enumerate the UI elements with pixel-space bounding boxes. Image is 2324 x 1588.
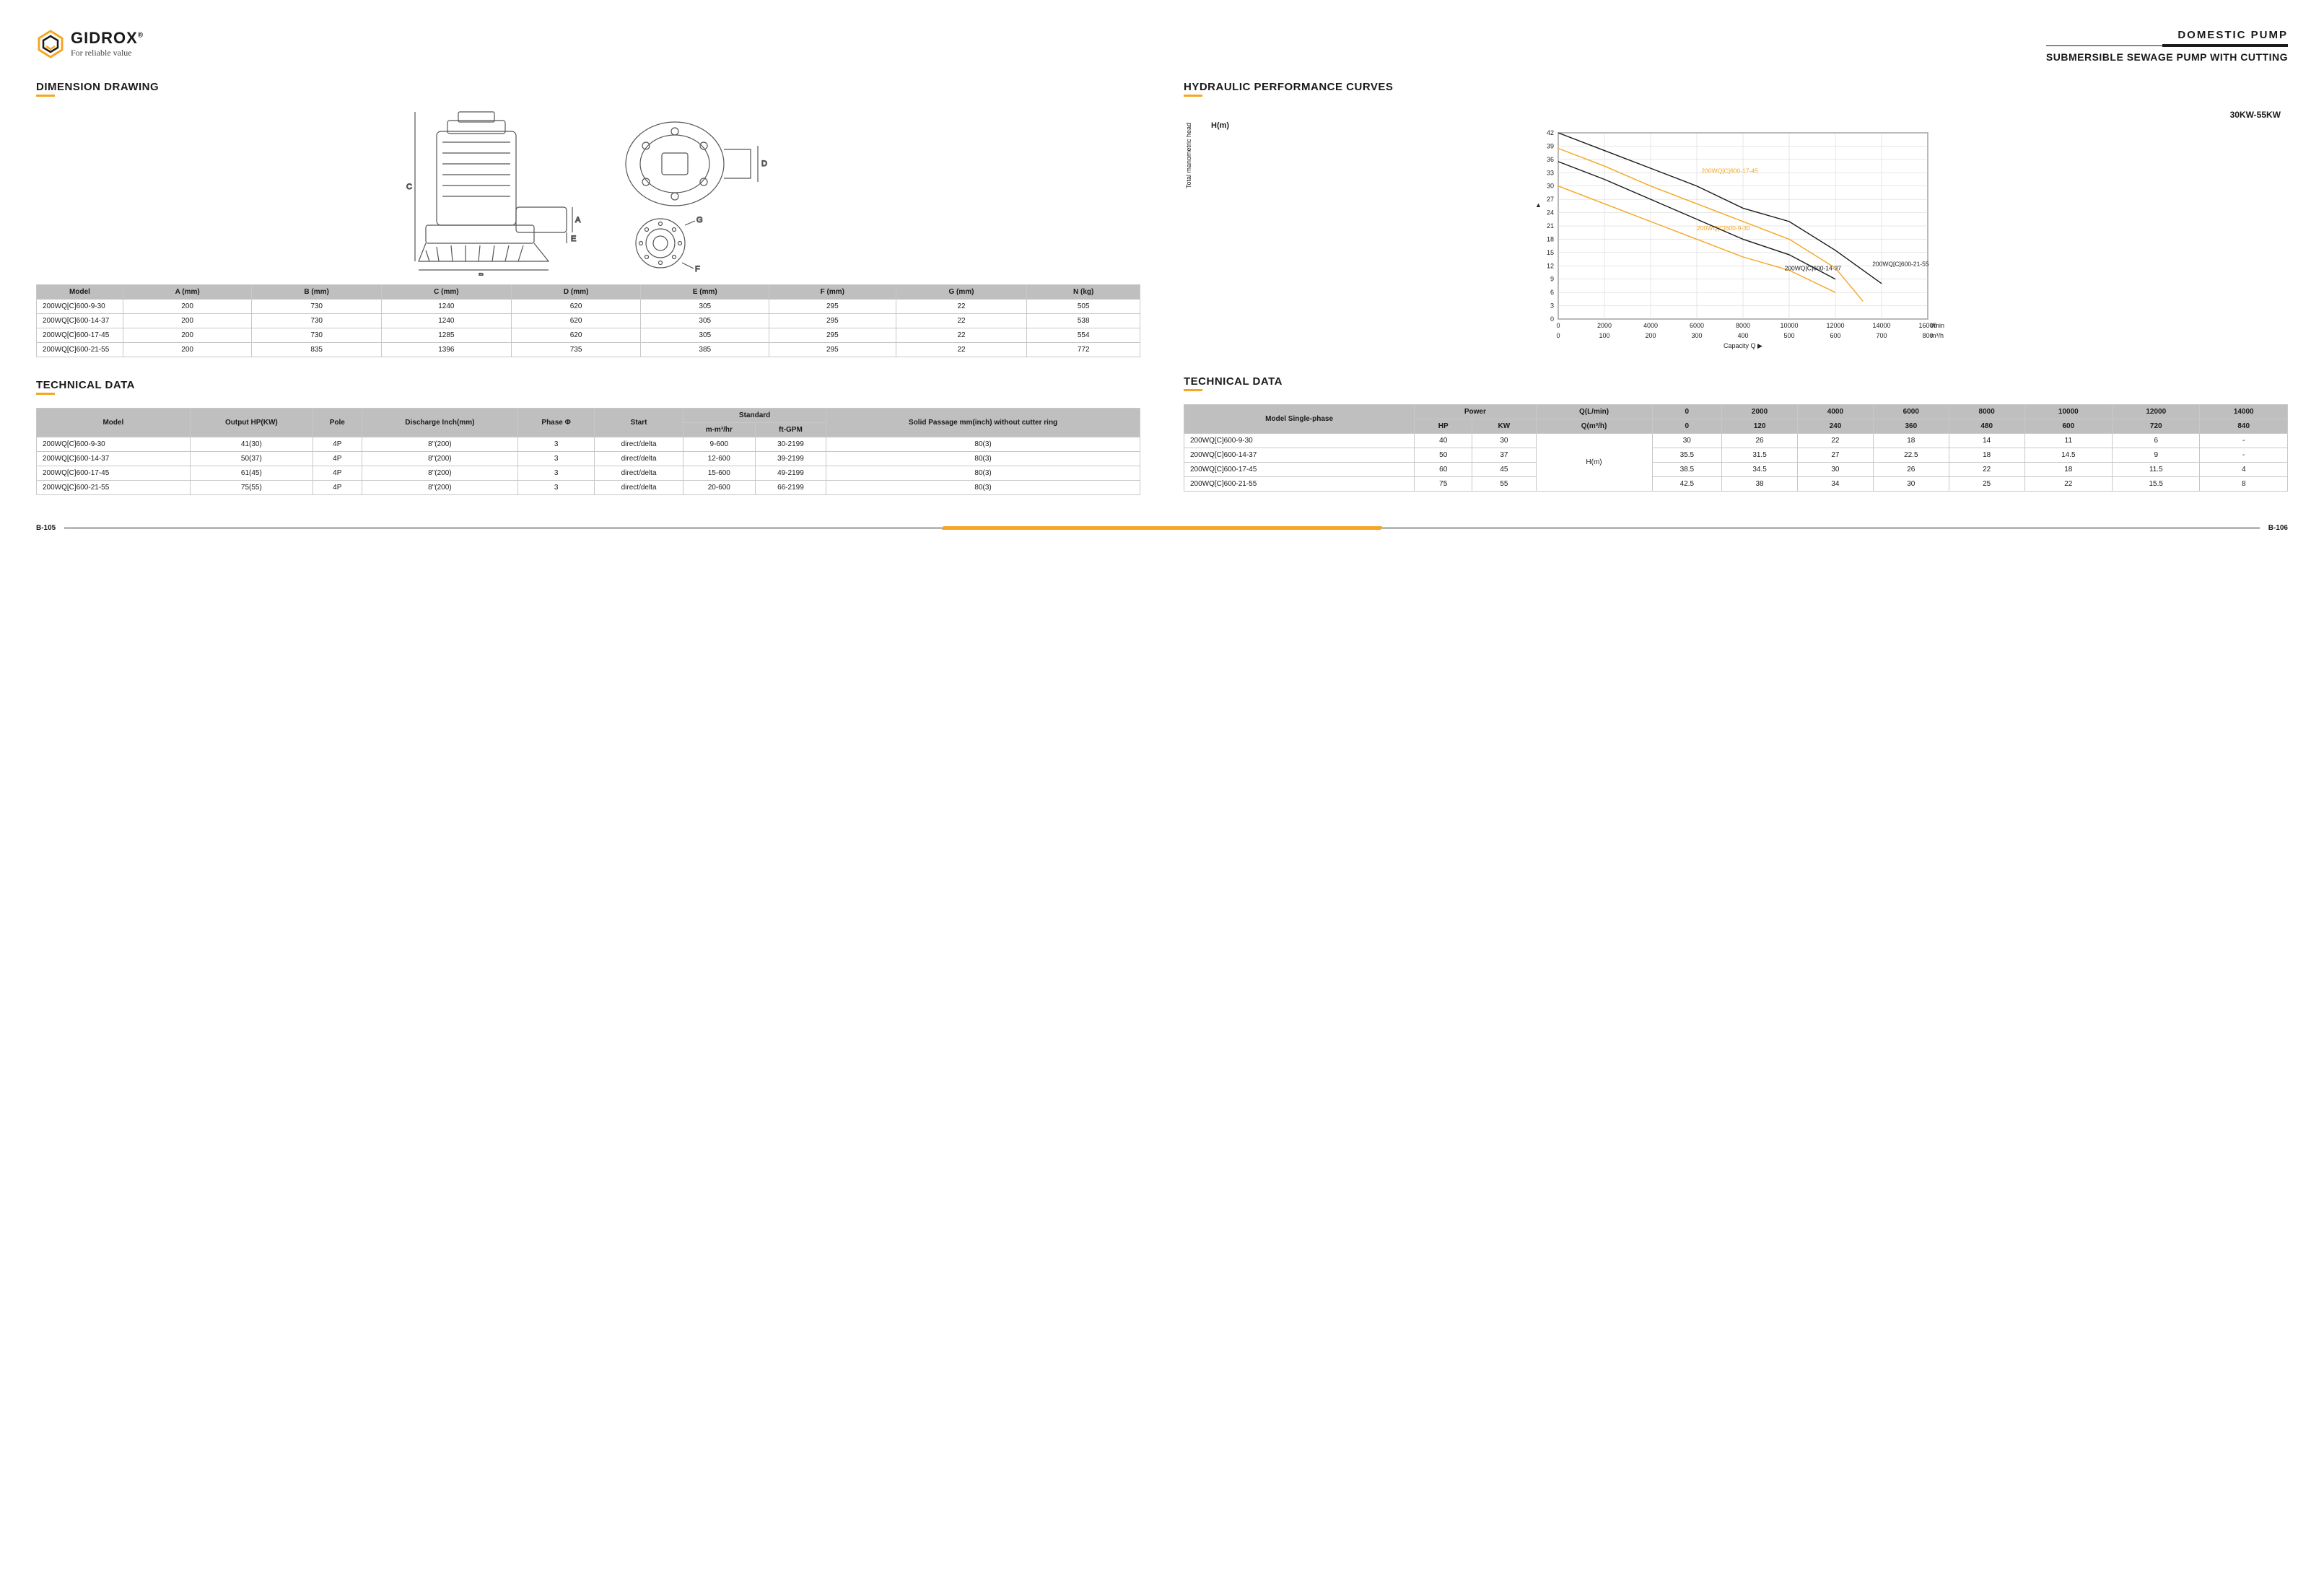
svg-text:700: 700 <box>1876 332 1887 339</box>
tech-left-title: TECHNICAL DATA <box>36 379 1140 391</box>
brand-tagline: For reliable value <box>71 48 144 58</box>
svg-text:36: 36 <box>1547 156 1554 163</box>
chart-canvas: 0369121518212427303336394202000400060008… <box>1192 123 2288 354</box>
svg-text:l/min: l/min <box>1931 322 1944 329</box>
svg-text:42: 42 <box>1547 129 1554 136</box>
svg-text:30: 30 <box>1547 183 1554 190</box>
svg-text:300: 300 <box>1691 332 1702 339</box>
svg-text:15: 15 <box>1547 249 1554 256</box>
svg-text:A: A <box>575 216 581 224</box>
svg-text:33: 33 <box>1547 169 1554 176</box>
svg-text:10000: 10000 <box>1780 322 1798 329</box>
tech-right-table: Model Single-phase Power Q(L/min) 020004… <box>1184 404 2288 492</box>
svg-text:E: E <box>571 235 576 243</box>
page-num-left: B-105 <box>36 524 56 532</box>
svg-text:200WQ[C]600-17-45: 200WQ[C]600-17-45 <box>1701 167 1758 174</box>
svg-text:Capacity Q ▶: Capacity Q ▶ <box>1724 342 1762 349</box>
svg-text:18: 18 <box>1547 235 1554 243</box>
svg-text:D: D <box>761 160 767 168</box>
svg-text:F: F <box>695 265 700 274</box>
svg-text:21: 21 <box>1547 222 1554 230</box>
logo-icon <box>36 30 65 58</box>
svg-text:9: 9 <box>1550 276 1554 283</box>
brand-name: GIDROX® <box>71 29 144 48</box>
svg-text:▲: ▲ <box>1535 201 1542 209</box>
svg-text:500: 500 <box>1783 332 1794 339</box>
svg-text:B: B <box>479 272 484 276</box>
svg-text:27: 27 <box>1547 196 1554 203</box>
svg-text:3: 3 <box>1550 302 1554 310</box>
dimension-table: ModelA (mm)B (mm)C (mm)D (mm)E (mm)F (mm… <box>36 284 1140 357</box>
dimension-drawing: C B A E D <box>36 110 1140 276</box>
svg-text:0: 0 <box>1550 315 1554 323</box>
subtitle-text: SUBMERSIBLE SEWAGE PUMP WITH CUTTING <box>2046 51 2288 63</box>
performance-chart: 30KW-55KW Total manometric head H(m) 036… <box>1184 110 2288 354</box>
svg-text:200: 200 <box>1645 332 1656 339</box>
svg-text:2000: 2000 <box>1597 322 1612 329</box>
page-num-right: B-106 <box>2268 524 2288 532</box>
page-category: DOMESTIC PUMP SUBMERSIBLE SEWAGE PUMP WI… <box>2046 29 2288 63</box>
tech-left-table: Model Output HP(KW) Pole Discharge Inch(… <box>36 408 1140 495</box>
curves-title: HYDRAULIC PERFORMANCE CURVES <box>1184 81 2288 93</box>
category-text: DOMESTIC PUMP <box>2046 29 2288 41</box>
brand-logo: GIDROX® For reliable value <box>36 29 144 58</box>
svg-text:C: C <box>406 183 412 191</box>
y-unit: H(m) <box>1211 121 1229 130</box>
svg-text:0: 0 <box>1556 322 1560 329</box>
svg-text:24: 24 <box>1547 209 1554 217</box>
svg-text:G: G <box>696 216 703 224</box>
svg-text:200WQ[C]600-21-55: 200WQ[C]600-21-55 <box>1872 260 1929 267</box>
svg-text:12: 12 <box>1547 262 1554 269</box>
svg-text:100: 100 <box>1599 332 1609 339</box>
svg-text:0: 0 <box>1556 332 1560 339</box>
svg-text:12000: 12000 <box>1826 322 1844 329</box>
y-axis-label: Total manometric head <box>1184 123 1192 224</box>
svg-text:200WQ[C]600-14-37: 200WQ[C]600-14-37 <box>1785 264 1842 271</box>
chart-subtitle: 30KW-55KW <box>1184 110 2288 120</box>
svg-text:m³/h: m³/h <box>1931 332 1944 339</box>
svg-text:4000: 4000 <box>1643 322 1658 329</box>
svg-text:6: 6 <box>1550 289 1554 296</box>
svg-text:600: 600 <box>1830 332 1840 339</box>
svg-text:6000: 6000 <box>1690 322 1704 329</box>
tech-right-title: TECHNICAL DATA <box>1184 375 2288 388</box>
svg-text:39: 39 <box>1547 142 1554 149</box>
page-footer: B-105 B-106 <box>36 524 2288 532</box>
dimension-title: DIMENSION DRAWING <box>36 81 1140 93</box>
svg-text:14000: 14000 <box>1872 322 1890 329</box>
svg-text:400: 400 <box>1737 332 1748 339</box>
svg-text:8000: 8000 <box>1736 322 1750 329</box>
